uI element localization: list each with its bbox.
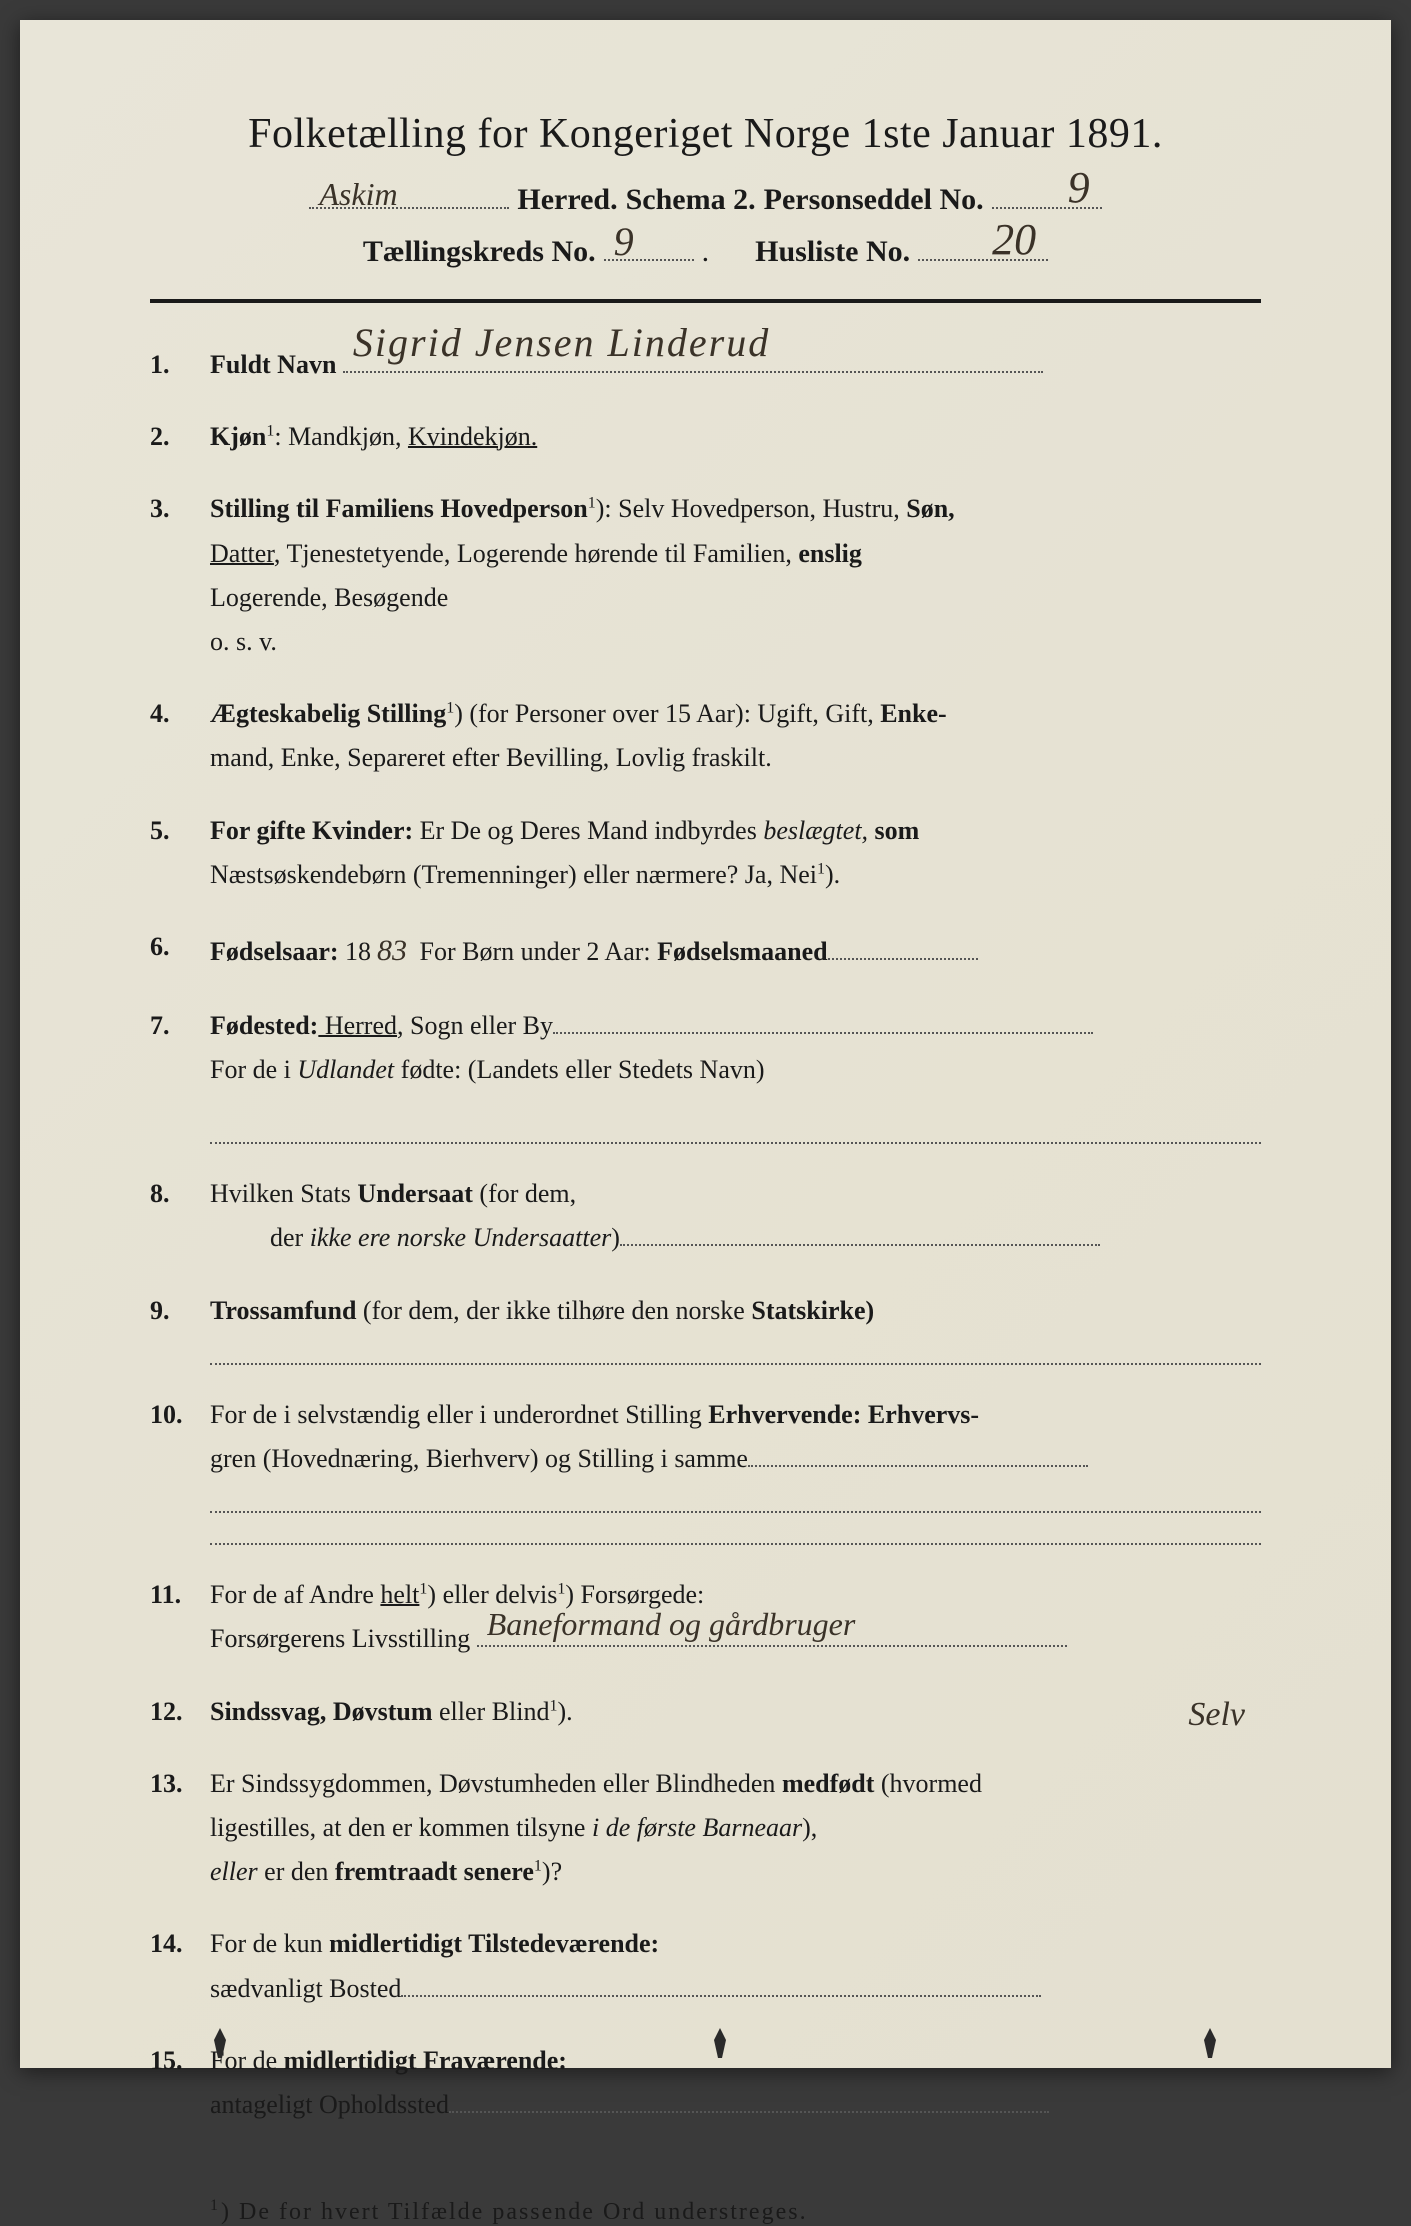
personseddel-label: Personseddel No. (764, 183, 984, 217)
q2-label: Kjøn (210, 422, 266, 451)
herred-value: Askim (313, 176, 403, 213)
q1-label: Fuldt Navn (210, 350, 336, 379)
item-10: 10. For de i selvstændig eller i underor… (150, 1393, 1261, 1545)
item-14: 14. For de kun midlertidigt Tilstedevære… (150, 1922, 1261, 2010)
personseddel-value: 9 (1062, 162, 1096, 213)
item-15: 15. For de midlertidigt Fraværende: anta… (150, 2039, 1261, 2127)
q6-year: 83 (371, 925, 413, 976)
header-line-2: Tællingskreds No. 9 . Husliste No. 20 (150, 235, 1261, 269)
q5-label: For gifte Kvinder: (210, 816, 413, 845)
q3-label: Stilling til Familiens Hovedperson (210, 494, 588, 523)
footnote: 1) De for hvert Tilfælde passende Ord un… (210, 2197, 1261, 2226)
herred-label: Herred. (517, 183, 617, 217)
item-1: 1. Fuldt Navn Sigrid Jensen Linderud (150, 343, 1261, 387)
q3-selected: Datter (210, 539, 274, 568)
form-title: Folketælling for Kongeriget Norge 1ste J… (150, 110, 1261, 158)
q12-value: Selv (1182, 1686, 1251, 1744)
item-6: 6. Fødselsaar: 1883 For Børn under 2 Aar… (150, 925, 1261, 976)
item-4: 4. Ægteskabelig Stilling1) (for Personer… (150, 692, 1261, 780)
item-2: 2. Kjøn1: Mandkjøn, Kvindekjøn. (150, 415, 1261, 459)
tkreds-value: 9 (608, 218, 640, 265)
item-5: 5. For gifte Kvinder: Er De og Deres Man… (150, 809, 1261, 897)
q7-label: Fødested: (210, 1011, 318, 1040)
census-form-page: Folketælling for Kongeriget Norge 1ste J… (20, 20, 1391, 2068)
q12-label: Sindssvag, Døvstum (210, 1697, 433, 1726)
q11-value: Baneformand og gårdbruger (481, 1597, 862, 1651)
q4-label: Ægteskabelig Stilling (210, 699, 446, 728)
husliste-label: Husliste No. (755, 235, 910, 269)
husliste-value: 20 (986, 214, 1042, 265)
q6-label: Fødselsaar: (210, 937, 339, 966)
q2-selected: Kvindekjøn. (408, 422, 537, 451)
item-12: 12. Sindssvag, Døvstum eller Blind1). Se… (150, 1690, 1261, 1734)
item-8: 8. Hvilken Stats Undersaat (for dem, der… (150, 1172, 1261, 1260)
item-11: 11. For de af Andre helt1) eller delvis1… (150, 1573, 1261, 1661)
header-line-1: Askim Herred. Schema 2. Personseddel No.… (150, 183, 1261, 217)
item-13: 13. Er Sindssygdommen, Døvstumheden elle… (150, 1762, 1261, 1895)
item-9: 9. Trossamfund (for dem, der ikke tilhør… (150, 1289, 1261, 1365)
item-7: 7. Fødested: Herred, Sogn eller By For d… (150, 1004, 1261, 1144)
q1-value: Sigrid Jensen Linderud (347, 309, 776, 377)
form-list: 1. Fuldt Navn Sigrid Jensen Linderud 2. … (150, 343, 1261, 2127)
q7-selected: Herred (318, 1011, 397, 1040)
item-3: 3. Stilling til Familiens Hovedperson1):… (150, 487, 1261, 664)
q9-label: Trossamfund (210, 1296, 356, 1325)
tkreds-label: Tællingskreds No. (363, 235, 596, 269)
divider (150, 299, 1261, 303)
schema-label: Schema 2. (626, 183, 756, 217)
